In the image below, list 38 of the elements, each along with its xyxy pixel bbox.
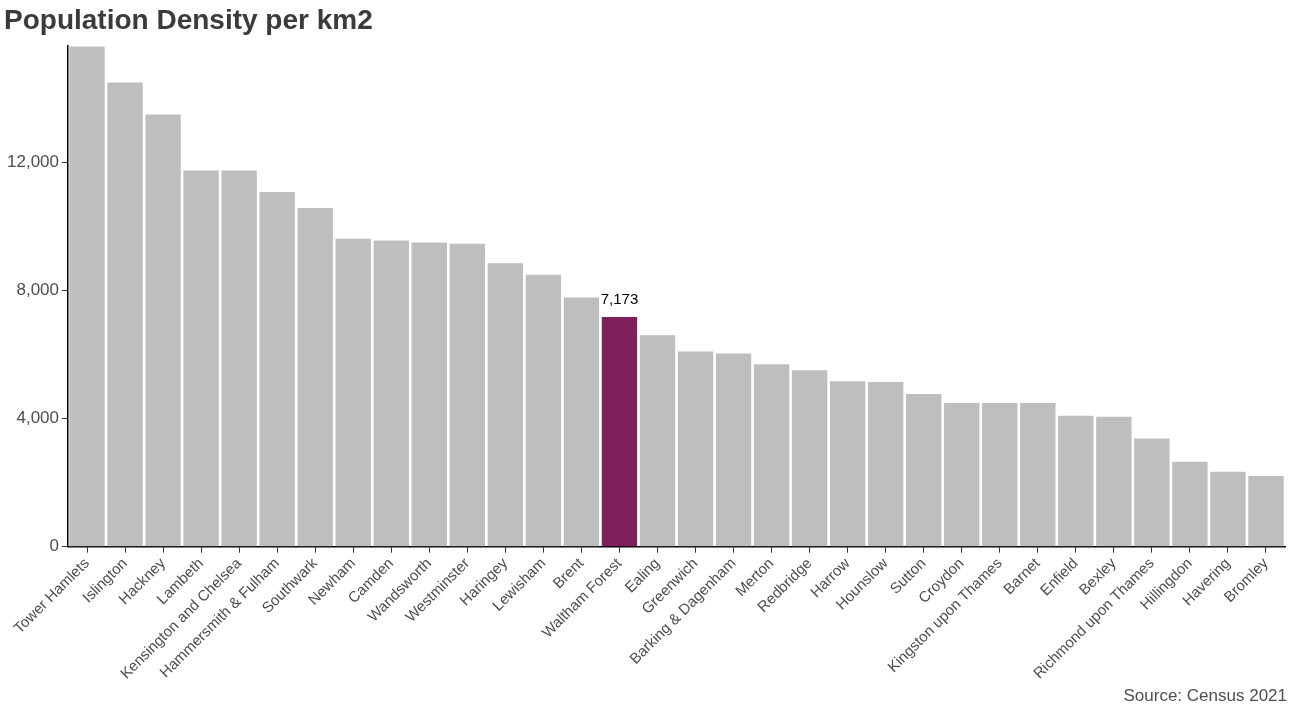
bar bbox=[221, 170, 257, 547]
bar bbox=[1058, 415, 1094, 547]
bar bbox=[791, 370, 828, 547]
bar bbox=[411, 242, 447, 547]
bar bbox=[944, 402, 980, 547]
bar bbox=[107, 82, 143, 547]
bar bbox=[982, 402, 1018, 547]
bar bbox=[1134, 438, 1170, 547]
bar bbox=[906, 393, 942, 547]
bar bbox=[715, 353, 752, 547]
y-tick-label: 0 bbox=[49, 536, 59, 556]
bar bbox=[1172, 461, 1208, 547]
bar bbox=[259, 191, 295, 547]
chart-title: Population Density per km2 bbox=[4, 3, 373, 35]
bar bbox=[829, 381, 866, 547]
y-tick-label: 12,000 bbox=[7, 152, 59, 172]
bar bbox=[1020, 402, 1056, 547]
y-tick-label: 8,000 bbox=[16, 280, 59, 300]
bar bbox=[1210, 471, 1246, 547]
bar bbox=[867, 382, 904, 547]
bar bbox=[601, 317, 638, 547]
y-tick-label: 4,000 bbox=[16, 408, 59, 428]
bar bbox=[487, 263, 524, 547]
bar bbox=[563, 297, 600, 547]
bar bbox=[297, 207, 333, 547]
bar bbox=[183, 170, 219, 547]
data-label: 7,173 bbox=[600, 289, 639, 307]
bar bbox=[639, 335, 676, 547]
source-note: Source: Census 2021 bbox=[1123, 686, 1287, 706]
bar bbox=[335, 238, 371, 547]
bar bbox=[753, 364, 790, 547]
bar bbox=[145, 114, 181, 547]
bar bbox=[1096, 416, 1132, 547]
bar bbox=[1248, 475, 1284, 547]
bar bbox=[677, 351, 714, 547]
bar bbox=[449, 243, 486, 547]
bar bbox=[525, 274, 562, 547]
bar bbox=[373, 240, 409, 547]
